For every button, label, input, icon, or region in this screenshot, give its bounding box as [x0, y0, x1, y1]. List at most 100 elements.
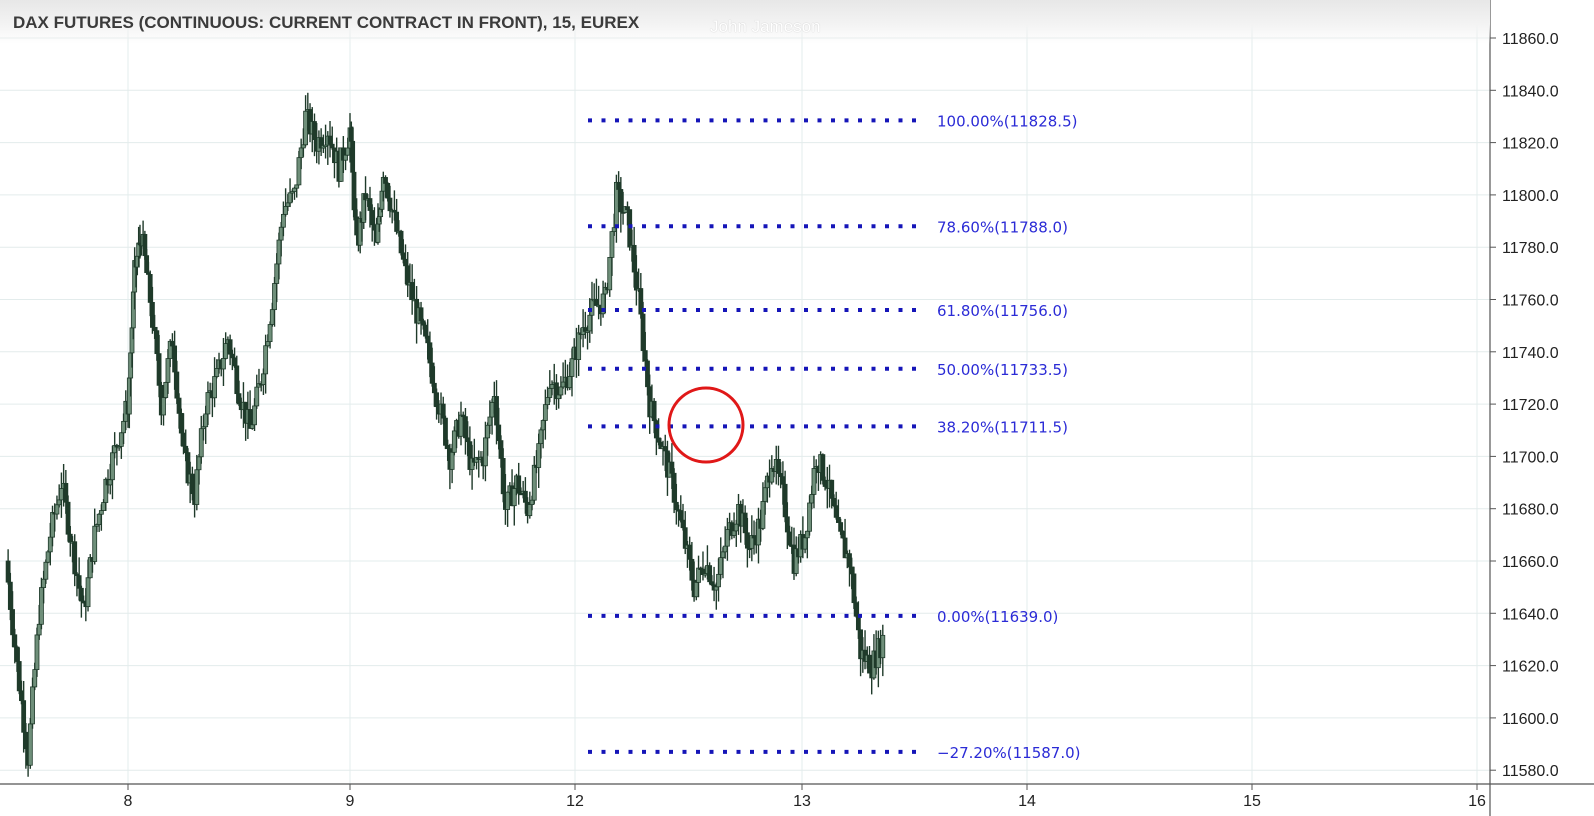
candle-body — [76, 575, 82, 589]
candle-body — [829, 479, 835, 499]
candle-body — [56, 499, 62, 506]
candle-body — [782, 483, 788, 518]
candle-body — [631, 244, 637, 273]
y-tick-label: 11640.0 — [1502, 606, 1559, 623]
candle-body — [529, 499, 535, 506]
candle-body — [440, 403, 446, 419]
candle-body — [276, 239, 282, 265]
x-tick-label: 9 — [346, 793, 355, 810]
candle-body — [633, 271, 639, 291]
candle-body — [849, 566, 855, 575]
candle-body — [59, 488, 64, 501]
candle-body — [458, 414, 464, 437]
candle-body — [30, 686, 35, 725]
candle-body — [427, 342, 433, 364]
candle-body — [19, 690, 24, 702]
candle-body — [451, 430, 457, 453]
candle-body — [43, 561, 49, 580]
candle-body — [249, 424, 255, 429]
candle-body — [589, 299, 595, 316]
candle-body — [465, 437, 471, 443]
candle-body — [92, 525, 98, 562]
candle-body — [272, 283, 277, 311]
candle-body — [45, 551, 51, 563]
candle-body — [292, 187, 297, 192]
candle-body — [387, 197, 393, 212]
candle-body — [287, 192, 293, 204]
candle-body — [312, 121, 317, 141]
x-tick-label: 16 — [1468, 793, 1486, 810]
candle-body — [101, 502, 106, 511]
candle-body — [687, 544, 693, 560]
candle-body — [254, 386, 260, 407]
candle-body — [616, 181, 622, 190]
candle-body — [267, 324, 273, 343]
candle-body — [345, 147, 351, 156]
candle-body — [23, 731, 29, 750]
candle-body — [16, 661, 22, 692]
candle-body — [560, 381, 566, 388]
y-tick-label: 11820.0 — [1502, 136, 1559, 153]
candle-body — [542, 404, 548, 421]
candle-body — [855, 615, 861, 631]
candle-body — [196, 456, 202, 471]
candle-body — [369, 210, 375, 226]
candle-body — [776, 458, 781, 474]
candle-body — [274, 263, 280, 284]
chart-header: DAX FUTURES (CONTINUOUS: CURRENT CONTRAC… — [0, 0, 1490, 44]
candle-body — [838, 522, 844, 532]
fib-level-label: 78.60%(11788.0) — [937, 218, 1068, 236]
candle-body — [67, 533, 73, 543]
candle-body — [567, 376, 573, 389]
candle-body — [831, 497, 837, 507]
candle-body — [833, 505, 839, 518]
candle-body — [343, 154, 348, 161]
candle-body — [720, 551, 726, 559]
candle-body — [669, 461, 675, 474]
candle-body — [236, 393, 242, 405]
candle-body — [194, 469, 200, 505]
time-axis[interactable]: 8 9 12 13 14 15 16 — [124, 784, 1486, 810]
candle-body — [398, 230, 404, 254]
candle-body — [840, 530, 846, 539]
candle-body — [183, 445, 189, 453]
x-tick-label: 13 — [793, 793, 811, 810]
candle-body — [540, 420, 546, 431]
candle-body — [673, 501, 679, 511]
candle-body — [707, 565, 713, 583]
price-axis[interactable]: 11580.0 11600.0 11620.0 11640.0 11660.0 11680… — [1490, 31, 1559, 780]
candle-body — [618, 189, 624, 213]
candle-body — [21, 700, 27, 733]
candle-body — [722, 545, 728, 553]
candle-body — [880, 634, 886, 659]
candle-body — [34, 634, 40, 670]
candle-body — [487, 416, 493, 426]
candle-body — [853, 602, 859, 617]
candle-body — [804, 530, 810, 539]
candle-body — [445, 444, 451, 450]
candle-body — [280, 213, 286, 228]
candle-body — [811, 468, 817, 495]
candle-body — [809, 494, 815, 504]
x-tick-label: 12 — [566, 793, 584, 810]
fibonacci-retracement[interactable]: 100.00%(11828.5) 78.60%(11788.0) 61.80%(11… — [588, 112, 1081, 762]
y-tick-label: 11700.0 — [1502, 449, 1559, 466]
candle-body — [165, 358, 171, 383]
chart-grid — [0, 0, 1490, 784]
candle-body — [822, 479, 828, 487]
y-tick-label: 11600.0 — [1502, 711, 1559, 728]
y-tick-label: 11620.0 — [1502, 659, 1559, 676]
y-tick-label: 11720.0 — [1502, 397, 1559, 414]
candle-body — [65, 501, 71, 535]
candle-body — [98, 510, 104, 515]
candle-body — [609, 231, 615, 258]
candle-body — [41, 578, 47, 588]
candle-body — [189, 473, 195, 495]
y-tick-label: 11840.0 — [1502, 83, 1559, 100]
candle-body — [556, 394, 562, 400]
candle-body — [536, 443, 542, 468]
candle-body — [431, 382, 437, 394]
candle-body — [118, 432, 124, 447]
candle-body — [156, 353, 162, 386]
